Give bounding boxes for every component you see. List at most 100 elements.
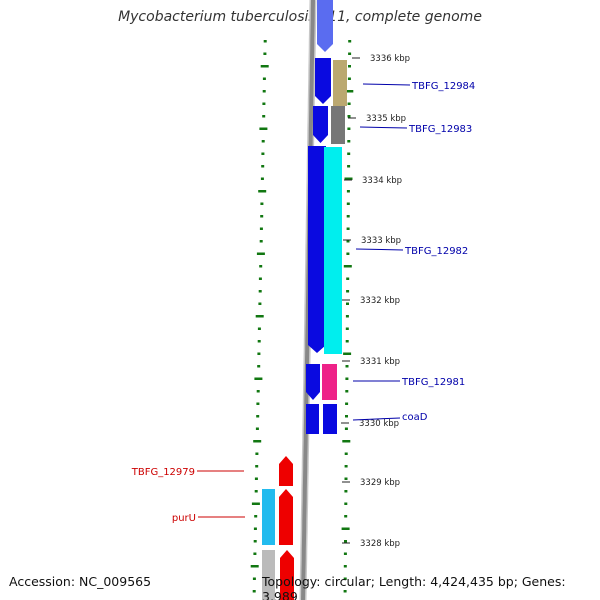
gc-dot-left [262, 90, 266, 93]
gc-dot-right [345, 315, 349, 318]
scale-tick-label: 3333 kbp [361, 236, 401, 246]
gc-dot-right [344, 177, 353, 180]
map-title: Mycobacterium tuberculosis F11, complete… [118, 9, 482, 25]
gc-dot-left [256, 402, 260, 405]
feature-cyan [324, 147, 342, 354]
gc-dot-right [346, 202, 350, 205]
gc-dot-left [255, 452, 259, 455]
gc-dot-left [260, 215, 264, 218]
feature-lightblue [262, 489, 275, 545]
gc-dot-left [262, 115, 266, 118]
gc-dot-left [263, 52, 267, 55]
gc-dot-right [348, 52, 352, 55]
gc-dot-left [255, 315, 264, 318]
gc-dot-left [259, 227, 263, 230]
gene-leader-line [352, 417, 401, 421]
gc-dot-left [252, 590, 256, 593]
gc-dot-left [253, 552, 257, 555]
gc-dot-right [347, 140, 351, 143]
gc-dot-right [343, 265, 352, 268]
gc-dot-right [343, 565, 347, 568]
gc-dot-right [345, 340, 349, 343]
gc-dot-left [258, 290, 262, 293]
scale-tick-label: 3336 kbp [370, 54, 410, 64]
gc-dot-right [348, 65, 351, 68]
gc-dot-right [345, 415, 348, 418]
gc-dot-left [262, 102, 266, 105]
feature-pink [322, 364, 337, 400]
scale-tick-label: 3332 kbp [360, 296, 400, 306]
gc-dot-left [259, 265, 263, 268]
gc-dot-left [254, 515, 258, 518]
gc-dot-left [252, 577, 256, 580]
cds-reverse-feature [280, 550, 294, 600]
gc-dot-left [261, 152, 265, 155]
cds-feature [313, 106, 328, 143]
gc-dot-right [347, 115, 351, 118]
scale-tick-label: 3330 kbp [359, 419, 399, 429]
gc-dot-right [341, 527, 350, 530]
gc-dot-right [343, 552, 347, 555]
gc-dot-left [258, 277, 262, 280]
gc-dot-right [345, 377, 349, 380]
gc-dot-right [345, 365, 349, 368]
gc-dot-left [254, 377, 263, 380]
gc-dot-right [344, 540, 347, 543]
gc-dot-right [346, 190, 350, 193]
feature-gray [331, 106, 345, 144]
gc-dot-left [261, 165, 265, 168]
accession-text: Accession: NC_009565 [9, 574, 152, 589]
gc-dot-left [259, 240, 263, 243]
gc-dot-right [345, 90, 354, 93]
gc-dot-left [255, 465, 259, 468]
gc-dot-right [346, 252, 350, 255]
gc-dot-right [347, 77, 351, 80]
gene-label: TBFG_12981 [401, 377, 465, 388]
gene-label: coaD [402, 412, 428, 423]
gc-dot-left [259, 127, 268, 130]
gc-dot-right [346, 227, 350, 230]
gc-dot-left [255, 427, 259, 430]
gc-dot-right [345, 402, 349, 405]
gc-dot-right [344, 465, 348, 468]
gc-dot-right [347, 152, 351, 155]
gc-dot-right [345, 390, 349, 393]
gc-dot-right [346, 277, 350, 280]
cds-feature [306, 364, 320, 400]
gene-label: TBFG_12979 [131, 467, 195, 478]
gc-dot-left [256, 252, 265, 255]
cds-feature [323, 404, 337, 434]
gc-dot-right [347, 102, 351, 105]
cds-reverse-feature [279, 489, 293, 545]
gc-dot-right [346, 215, 350, 218]
gc-dot-left [257, 327, 261, 330]
gc-dot-right [347, 165, 351, 168]
gene-label: TBFG_12983 [408, 124, 472, 135]
gc-dot-right [344, 452, 348, 455]
scale-tick-label: 3328 kbp [360, 539, 400, 549]
gc-dot-right [348, 40, 352, 43]
scale-tick-label: 3331 kbp [360, 357, 400, 367]
scale-tick-label: 3335 kbp [366, 114, 406, 124]
gc-dot-right [344, 502, 348, 505]
gc-dot-left [258, 302, 262, 305]
gene-leader-line [359, 126, 408, 129]
gene-leader-line [362, 83, 411, 86]
gc-dot-right [342, 440, 351, 443]
gc-dot-left [260, 202, 264, 205]
gene-leader-line [355, 248, 404, 251]
scale-tick-label: 3334 kbp [362, 176, 402, 186]
feature-lightgray [262, 550, 275, 600]
gc-dot-left [251, 502, 260, 505]
cds-feature [317, 0, 333, 52]
gc-dot-left [258, 190, 267, 193]
gc-dot-right [343, 352, 352, 355]
gene-label: purU [172, 513, 196, 524]
gc-dot-right [345, 327, 349, 330]
topology-text: Topology: circular; Length: 4,424,435 bp… [262, 574, 566, 600]
gc-dot-left [253, 527, 257, 530]
gc-dot-left [257, 365, 261, 368]
gc-dot-right [346, 240, 350, 243]
